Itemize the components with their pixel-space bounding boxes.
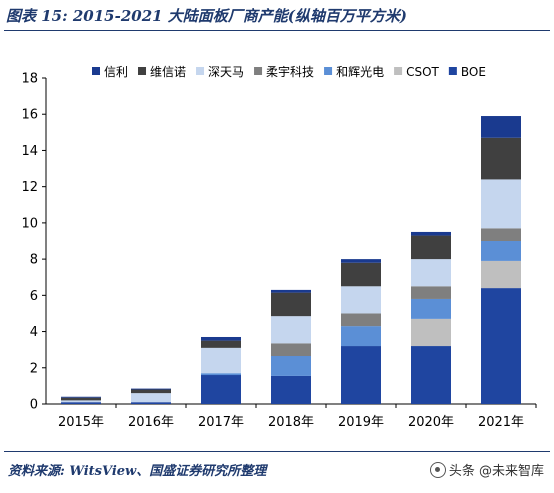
bar-segment-BOE [131,402,171,404]
bar-segment-BOE [481,288,521,404]
bar-segment-BOE [341,346,381,404]
legend-label: 柔宇科技 [266,65,314,79]
bar-segment-和辉光电 [341,326,381,347]
legend-swatch [448,67,457,75]
bar-segment-深天马 [61,400,101,403]
bar-segment-深天马 [411,259,451,287]
title-rule [4,30,550,31]
legend-label: 深天马 [208,65,244,79]
bar-segment-和辉光电 [481,241,521,261]
bar-segment-深天马 [131,393,171,403]
watermark: 头条 @未来智库 [427,460,544,479]
y-tick-label: 0 [30,398,38,413]
y-tick-label: 4 [30,325,38,340]
bar-segment-BOE [201,375,241,404]
bar-segment-BOE [271,375,311,404]
bar-segment-维信诺 [61,397,101,401]
stacked-bar-chart: 0 2 4 6 8 10 12 14 16 18 2015年 2016年 2017年 2018年 2019… [21,65,537,430]
bar-segment-维信诺 [411,235,451,260]
y-tick-label: 12 [21,180,38,195]
legend-label: 和辉光电 [336,65,384,79]
bar-segment-CSOT [481,260,521,289]
chart-title-bar: 图表 15: 2015-2021 大陆面板厂商产能(纵轴百万平方米) [0,0,554,32]
y-tick-label: 2 [30,361,38,376]
bar-segment-信利 [411,231,451,236]
legend-swatch [138,67,147,75]
legend-swatch [324,67,333,75]
bar-segment-柔宇科技 [271,343,311,357]
bar-segment-柔宇科技 [341,313,381,327]
x-tick-label: 2019年 [338,415,384,430]
legend-swatch [92,67,100,75]
legend-label: BOE [461,65,486,79]
bar-segment-维信诺 [201,340,241,348]
legend-label: 维信诺 [150,65,186,79]
y-tick-label: 6 [30,289,38,304]
bar-segment-深天马 [341,286,381,314]
x-tick-label: 2016年 [128,415,174,430]
axes: 0 2 4 6 8 10 12 14 16 18 [21,72,537,413]
bar-segment-深天马 [481,179,521,229]
x-tick-label: 2018年 [268,415,314,430]
chart-footer: 资料来源: WitsView、国盛证券研究所整理 头条 @未来智库 [0,448,554,493]
bar-segment-信利 [61,396,101,398]
y-tick-label: 10 [21,216,38,231]
bar-segment-维信诺 [131,389,171,394]
x-tick-label: 2017年 [198,415,244,430]
legend: 信利 维信诺 深天马 柔宇科技 和辉光电 CSOT BOE [92,65,486,79]
x-tick-label: 2020年 [408,415,454,430]
bars [61,116,521,404]
bar-segment-信利 [341,259,381,263]
legend-label: 信利 [104,65,128,79]
bar-segment-信利 [271,289,311,293]
bar-segment-和辉光电 [201,373,241,376]
bar-segment-和辉光电 [411,298,451,319]
source-note: 资料来源: WitsView、国盛证券研究所整理 [8,464,267,479]
bar-segment-BOE [411,346,451,404]
bar-segment-柔宇科技 [481,228,521,241]
legend-swatch [394,67,403,75]
bar-segment-CSOT [411,318,451,347]
x-tick-label: 2015年 [58,415,104,430]
watermark-text: 头条 @未来智库 [448,464,544,479]
y-tick-label: 8 [30,253,38,268]
bar-segment-和辉光电 [271,356,311,376]
bar-segment-柔宇科技 [411,286,451,299]
bar-segment-维信诺 [341,262,381,287]
bar-segment-信利 [131,388,171,390]
legend-label: CSOT [406,65,439,79]
bar-segment-深天马 [271,316,311,344]
legend-swatch [196,67,205,75]
y-tick-label: 18 [21,72,38,87]
y-tick-label: 14 [21,144,38,159]
x-tick-label: 2021年 [478,415,524,430]
chart-title: 图表 15: 2015-2021 大陆面板厂商产能(纵轴百万平方米) [6,7,407,25]
y-tick-label: 16 [21,108,38,123]
bar-segment-信利 [481,116,521,138]
watermark-logo-icon [429,461,446,478]
bar-segment-BOE [61,402,101,404]
bar-segment-维信诺 [481,137,521,180]
legend-swatch [254,67,263,75]
bar-segment-维信诺 [271,292,311,317]
bar-segment-深天马 [201,347,241,374]
footer-rule [4,451,550,452]
x-tick-labels: 2015年 2016年 2017年 2018年 2019年 2020年 2021年 [58,415,524,430]
bar-segment-信利 [201,336,241,341]
